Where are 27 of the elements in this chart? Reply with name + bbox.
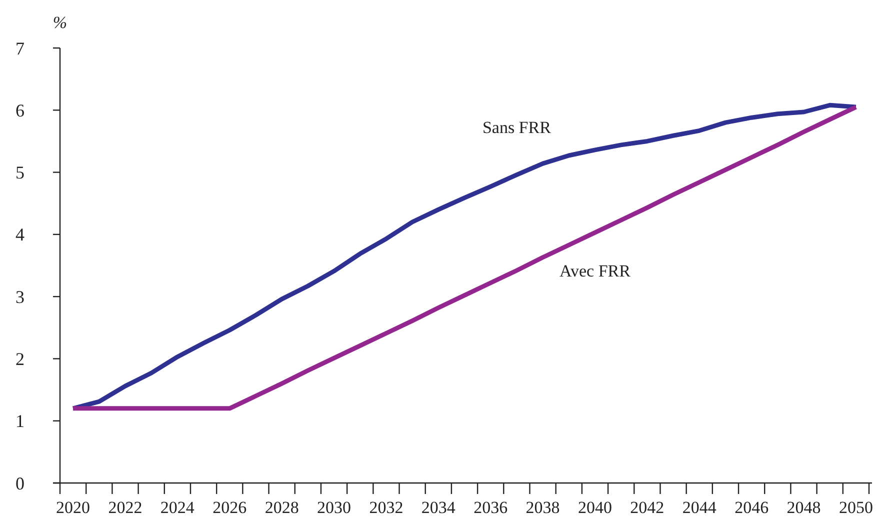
x-tick-label: 2032: [369, 498, 404, 517]
y-tick-label: 2: [16, 349, 24, 370]
x-tick-label: 2050: [838, 498, 873, 517]
y-tick-label: 0: [16, 473, 24, 494]
y-tick-label: 7: [16, 38, 24, 58]
x-tick-label: 2048: [786, 498, 821, 517]
x-tick-label: 2028: [264, 498, 299, 517]
x-tick-label: 2046: [734, 498, 769, 517]
y-tick-label: 3: [16, 286, 24, 307]
x-tick-label: 2036: [474, 498, 508, 517]
y-tick-label: 1: [16, 411, 24, 432]
x-tick-label: 2038: [526, 498, 560, 517]
y-axis-title: %: [52, 13, 68, 32]
x-tick-label: 2044: [682, 498, 717, 517]
x-tick-label: 2022: [108, 498, 142, 517]
x-tick-label: 2040: [578, 498, 612, 517]
series-label: Avec FRR: [559, 262, 632, 281]
series-label: Sans FRR: [482, 118, 552, 137]
x-tick-label: 2030: [317, 498, 352, 517]
x-tick-label: 2024: [160, 498, 195, 517]
y-tick-label: 6: [16, 100, 24, 120]
y-tick-label: 4: [16, 224, 24, 245]
x-tick-label: 2042: [630, 498, 664, 517]
y-tick-label: 5: [16, 162, 24, 183]
x-tick-label: 2034: [421, 498, 456, 517]
x-tick-label: 2020: [56, 498, 90, 517]
x-tick-label: 2026: [212, 498, 247, 517]
